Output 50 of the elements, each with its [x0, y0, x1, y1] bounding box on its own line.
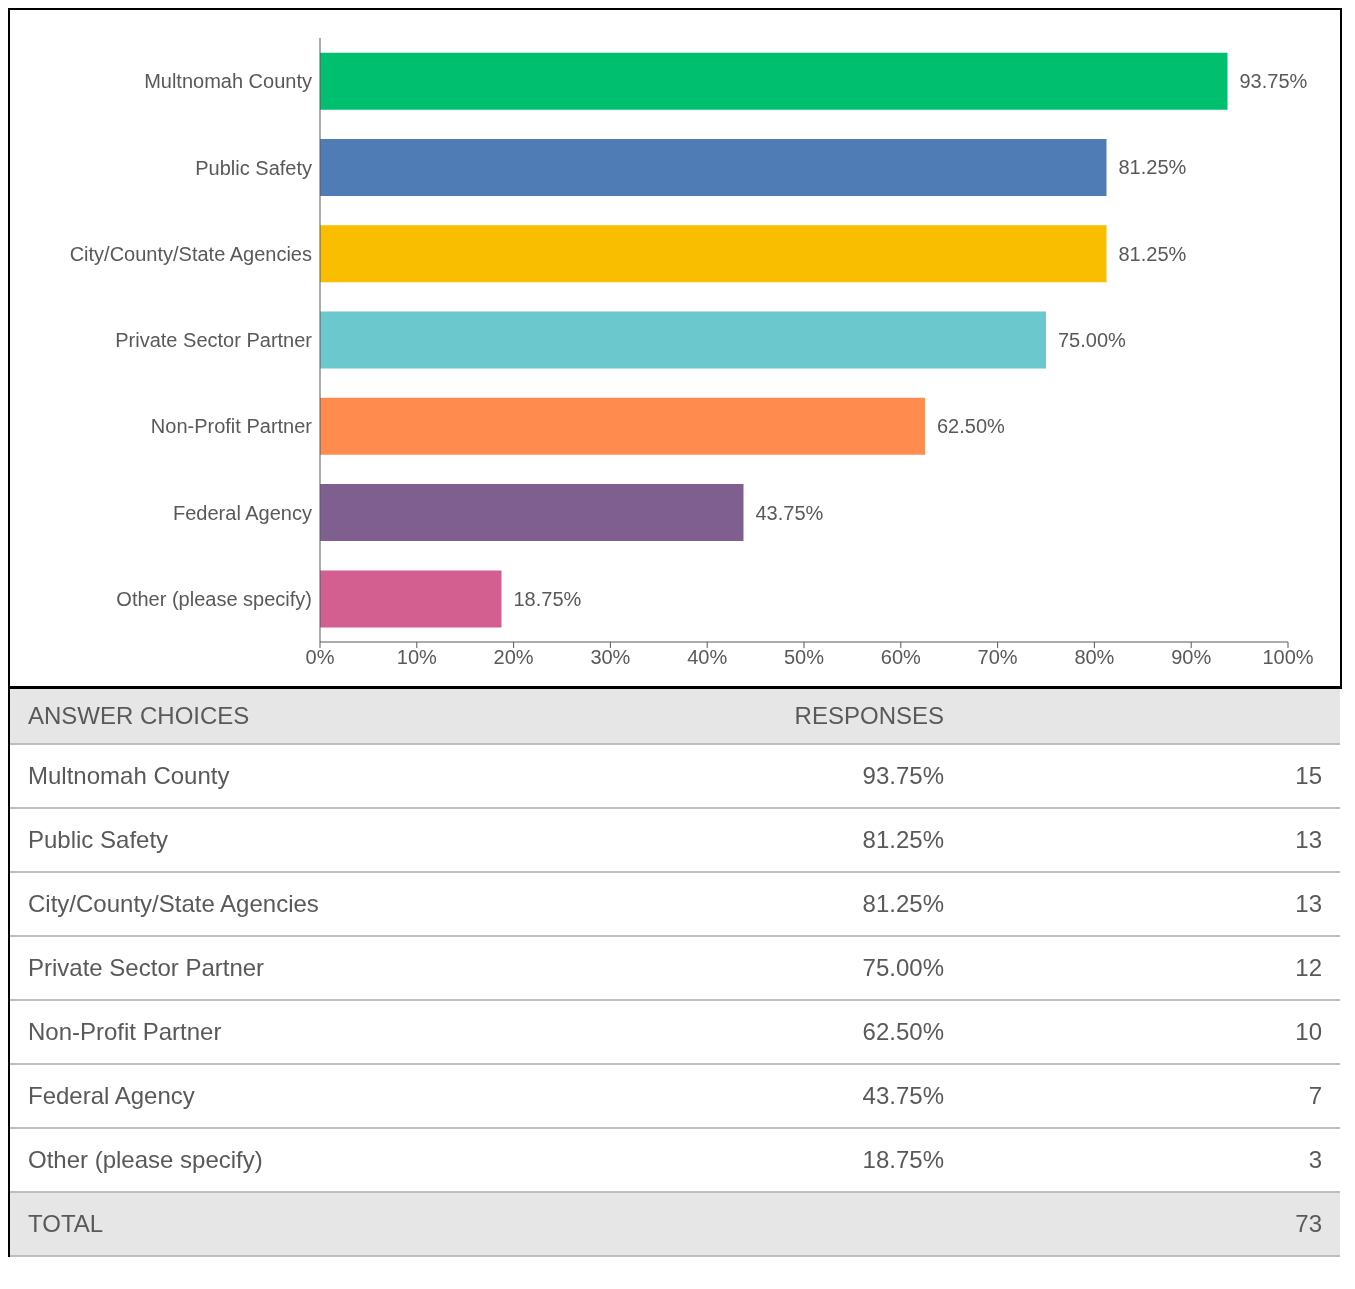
data-label: 75.00% [1058, 329, 1127, 352]
data-label: 13 [962, 808, 1340, 872]
x-tick-label: 40% [687, 646, 728, 669]
x-tick-label: 50% [783, 646, 825, 669]
x-tick-label: 0% [305, 646, 335, 669]
x-tick-label: 70% [977, 646, 1018, 669]
y-tick-label: Other (please specify) [116, 587, 312, 610]
x-tick-label: 90% [1171, 646, 1212, 669]
data-label: 10 [962, 1000, 1340, 1064]
y-tick-label: City/County/State Agencies [69, 242, 312, 265]
data-label: 18.75% [513, 587, 582, 610]
category-label: Non-Profit Partner [10, 1000, 606, 1064]
data-label: 62.50% [606, 1000, 962, 1064]
category-label: Multnomah County [10, 744, 606, 808]
data-label: 81.25% [1118, 156, 1187, 179]
data-label: 15 [962, 744, 1340, 808]
y-tick-label: Private Sector Partner [115, 329, 313, 352]
data-label: 3 [962, 1128, 1340, 1192]
x-tick-label: 20% [493, 646, 534, 669]
text: RESPONSES [606, 689, 962, 744]
data-label: 12 [962, 936, 1340, 1000]
category-label: Private Sector Partner [10, 936, 606, 1000]
x-tick-label: 80% [1074, 646, 1115, 669]
text: TOTAL [10, 1192, 606, 1256]
x-tick-label: 100% [1262, 646, 1314, 669]
y-tick-label: Multnomah County [144, 70, 312, 93]
x-tick-label: 60% [880, 646, 922, 669]
y-tick-label: Non-Profit Partner [150, 415, 313, 438]
data-label: 18.75% [606, 1128, 962, 1192]
data-label: 81.25% [606, 872, 962, 936]
x-tick-label: 30% [590, 646, 631, 669]
text: 73 [962, 1192, 1340, 1256]
category-label: Public Safety [10, 808, 606, 872]
data-label: 93.75% [1239, 70, 1308, 93]
data-label: 7 [962, 1064, 1340, 1128]
text: ANSWER CHOICES [10, 689, 606, 744]
y-tick-label: Federal Agency [173, 501, 312, 524]
x-tick-label: 10% [396, 646, 438, 669]
category-label: City/County/State Agencies [10, 872, 606, 936]
data-label: 81.25% [606, 808, 962, 872]
data-label: 93.75% [606, 744, 962, 808]
y-tick-label: Public Safety [195, 156, 312, 179]
data-label: 62.50% [937, 415, 1006, 438]
data-label: 43.75% [606, 1064, 962, 1128]
category-label: Other (please specify) [10, 1128, 606, 1192]
data-label: 75.00% [606, 936, 962, 1000]
data-label: 13 [962, 872, 1340, 936]
data-label: 43.75% [755, 501, 824, 524]
data-label: 81.25% [1118, 242, 1187, 265]
category-label: Federal Agency [10, 1064, 606, 1128]
